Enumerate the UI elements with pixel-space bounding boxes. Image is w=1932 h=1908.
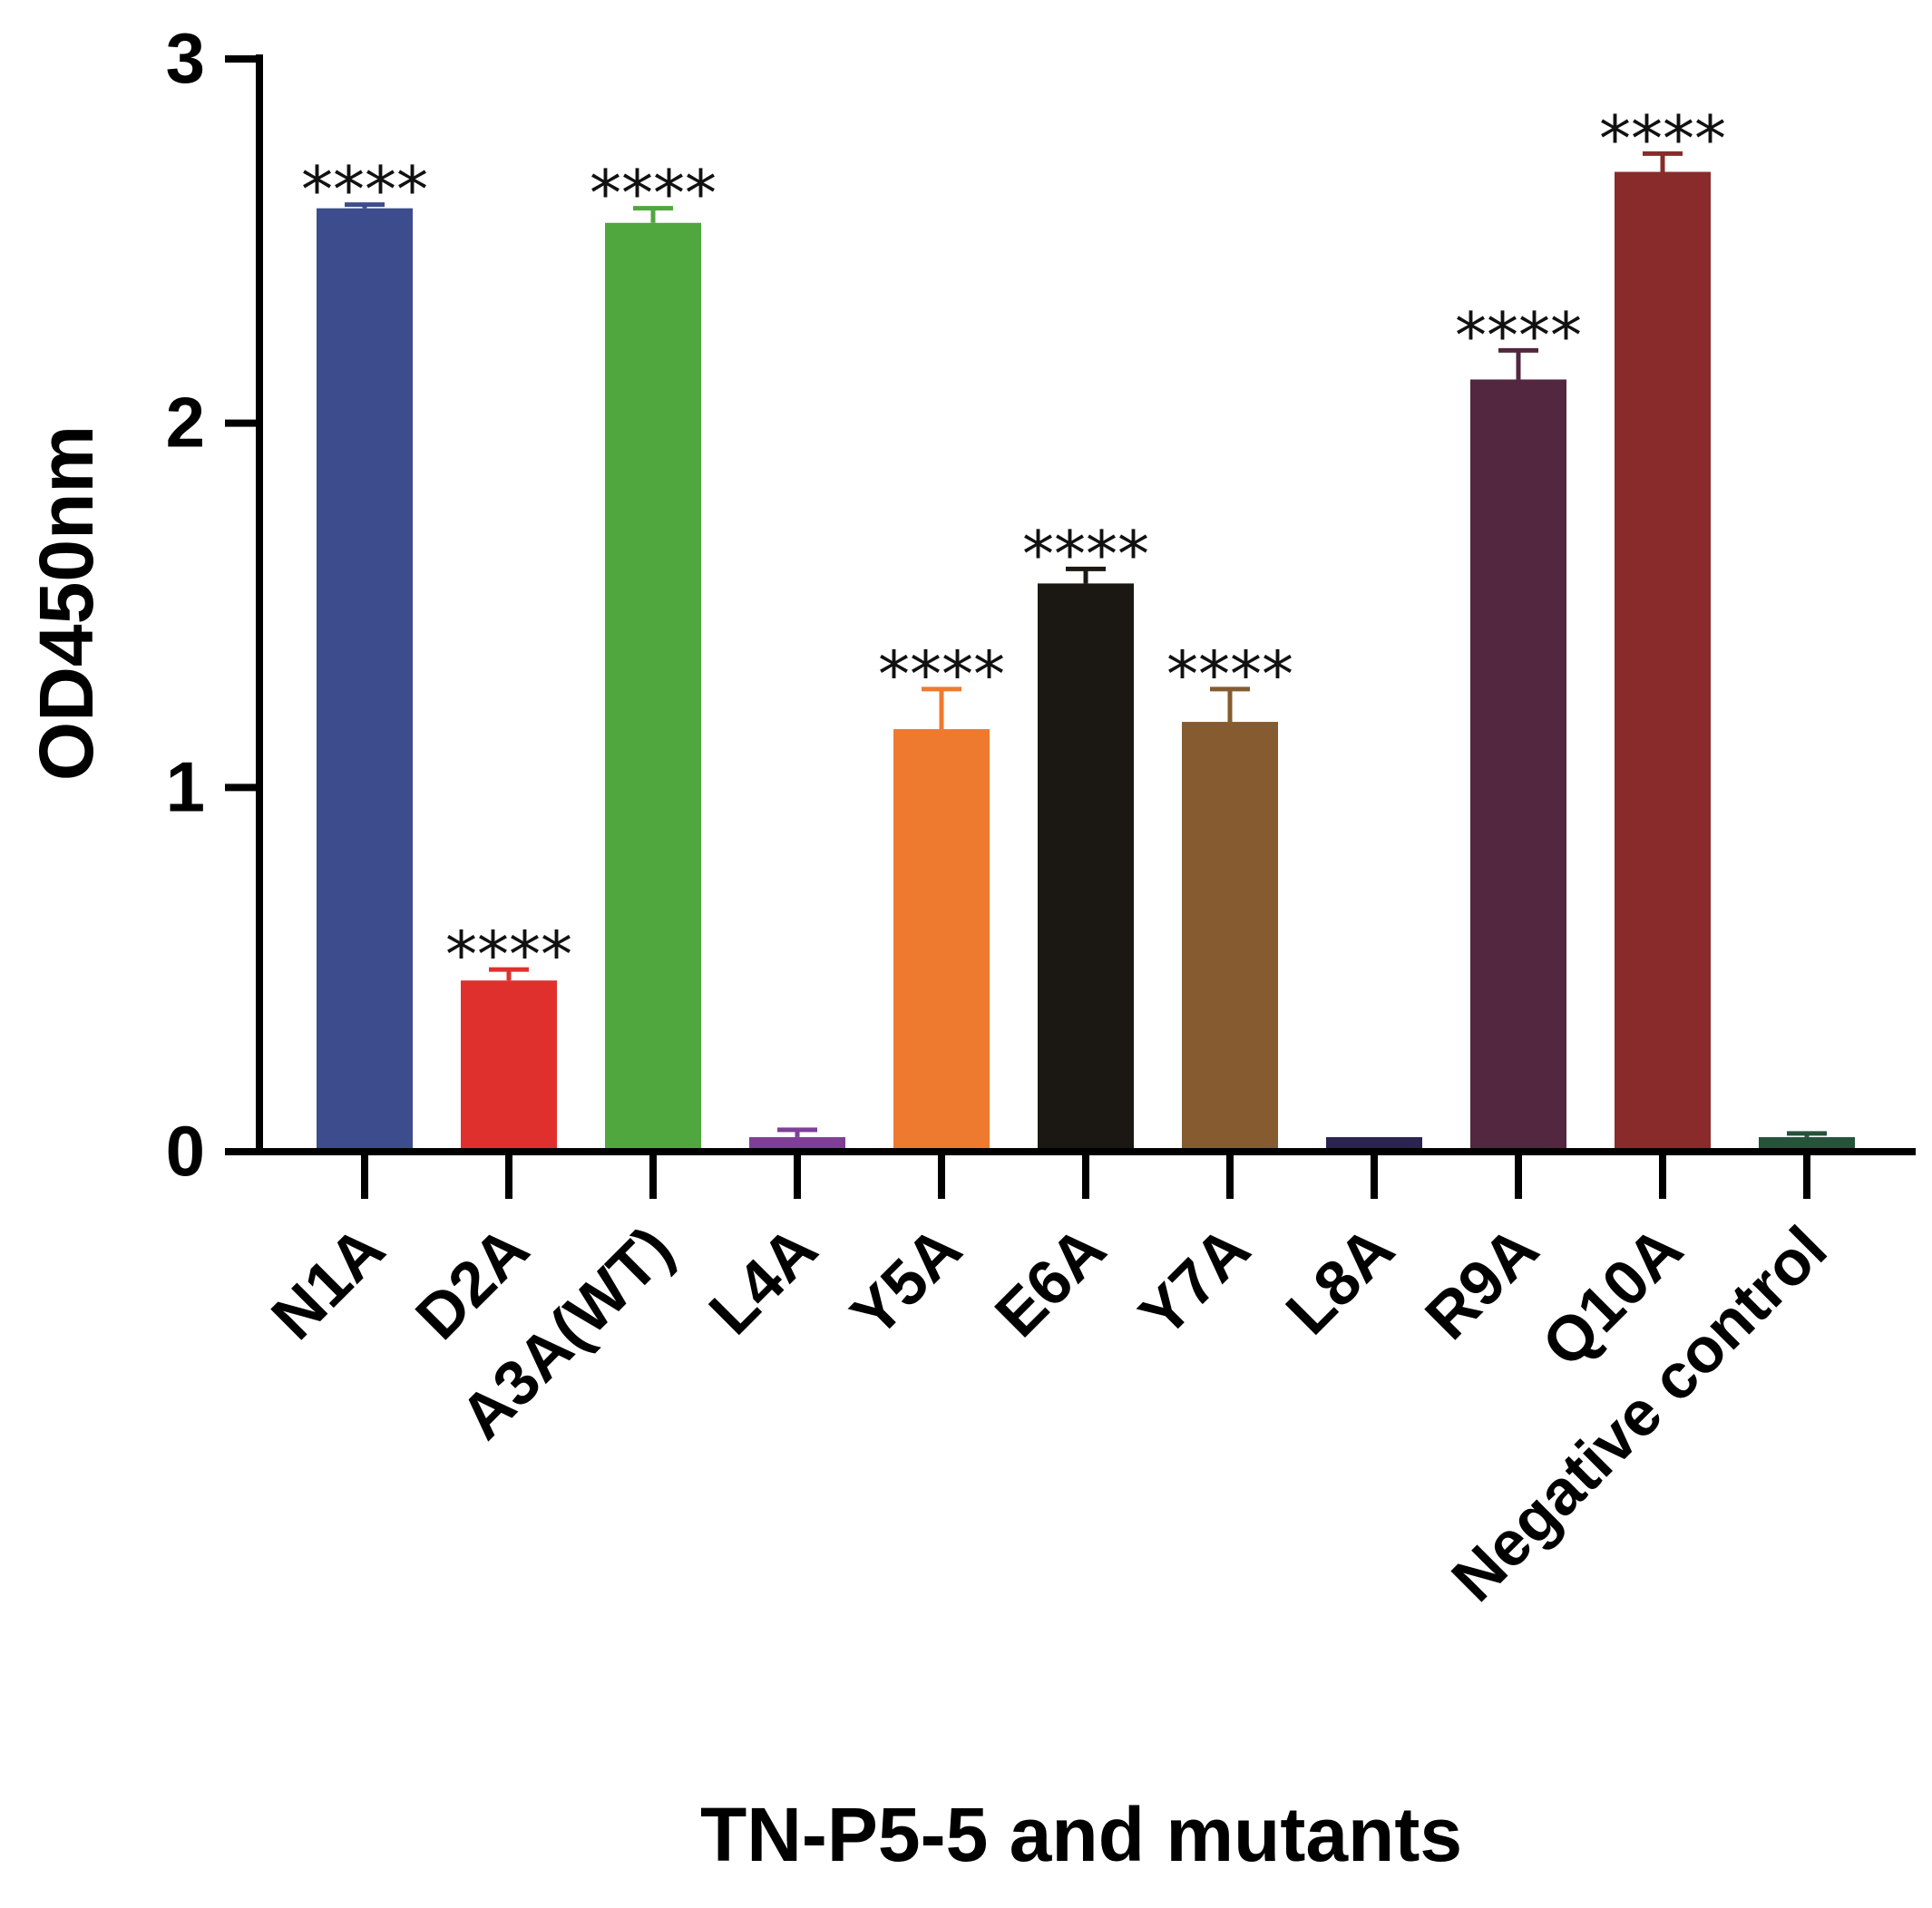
significance-label-y5a: **** bbox=[878, 638, 1005, 712]
bar-q10a bbox=[1615, 171, 1711, 1153]
bar-d2a bbox=[461, 980, 557, 1152]
x-axis-label: TN-P5-5 and mutants bbox=[700, 1792, 1462, 1877]
significance-layer: ******************************** bbox=[301, 102, 1726, 992]
y-tick-label-2: 2 bbox=[166, 383, 205, 462]
y-tick-label-1: 1 bbox=[166, 746, 205, 826]
bar-negative-control bbox=[1759, 1136, 1855, 1152]
x-tick-label-y5a: Y5A bbox=[837, 1212, 974, 1349]
bars-layer bbox=[317, 171, 1855, 1153]
bar-r9a bbox=[1470, 379, 1566, 1152]
y-ticks-layer: 0 1 2 3 bbox=[166, 18, 259, 1191]
bar-y5a bbox=[893, 729, 990, 1152]
x-tick-label-n1a: N1A bbox=[258, 1212, 397, 1352]
x-tick-label-l8a: L8A bbox=[1273, 1212, 1408, 1348]
x-tick-label-l4a: L4A bbox=[696, 1212, 831, 1348]
significance-label-q10a: **** bbox=[1599, 102, 1726, 176]
y-axis-label: OD450nm bbox=[24, 425, 109, 781]
y-tick-label-0: 0 bbox=[166, 1111, 205, 1191]
x-tick-label-y7a: Y7A bbox=[1126, 1212, 1263, 1349]
bar-y7a bbox=[1182, 722, 1278, 1152]
significance-label-y7a: **** bbox=[1166, 638, 1293, 712]
bar-e6a bbox=[1038, 583, 1134, 1152]
y-tick-label-3: 3 bbox=[166, 18, 205, 98]
bar-l4a bbox=[749, 1136, 845, 1152]
significance-label-r9a: **** bbox=[1455, 298, 1582, 373]
bar-l8a bbox=[1326, 1136, 1422, 1152]
significance-label-n1a: **** bbox=[301, 153, 428, 228]
x-tick-label-e6a: E6A bbox=[981, 1212, 1118, 1349]
significance-label-d2a: **** bbox=[445, 918, 572, 992]
significance-label-e6a: **** bbox=[1022, 517, 1149, 591]
significance-label-a3a-wt: **** bbox=[590, 157, 717, 231]
bar-n1a bbox=[317, 208, 413, 1152]
bar-a3a-wt bbox=[605, 222, 701, 1152]
error-bars-layer bbox=[345, 151, 1827, 1137]
